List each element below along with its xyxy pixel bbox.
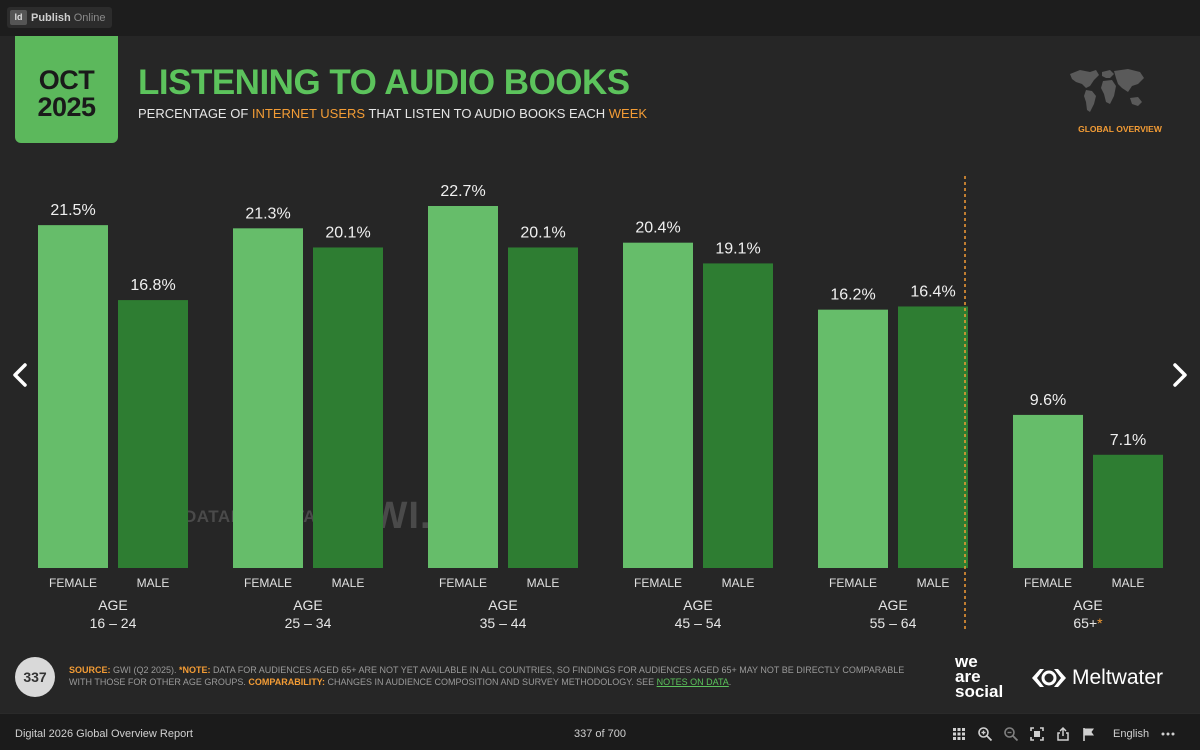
comparability-text: CHANGES IN AUDIENCE COMPOSITION AND SURV… <box>325 677 657 687</box>
we-are-social-logo: we are social <box>955 652 1004 701</box>
bar-female <box>1013 414 1083 568</box>
meltwater-icon <box>1032 669 1066 687</box>
zoom-in-icon[interactable] <box>977 726 993 742</box>
subtitle-highlight: WEEK <box>608 106 648 121</box>
age-prefix-label: AGE <box>98 597 128 613</box>
age-range-label: 25 – 34 <box>285 615 332 631</box>
bar-value-label: 16.2% <box>830 287 875 304</box>
gender-label: FEMALE <box>49 576 97 590</box>
language-selector[interactable]: English <box>1113 728 1150 740</box>
viewer-toolbar: Digital 2026 Global Overview Report 337 … <box>0 713 1200 750</box>
bar-value-label: 19.1% <box>715 240 760 257</box>
bar-female <box>38 225 108 568</box>
age-footnote-star: * <box>1097 615 1103 631</box>
gender-label: MALE <box>917 576 950 590</box>
bar-value-label: 7.1% <box>1110 432 1146 449</box>
logo-word: social <box>955 682 1004 701</box>
fit-to-screen-icon[interactable] <box>1029 726 1045 742</box>
note-text: DATA FOR AUDIENCES AGED 65+ ARE NOT YET … <box>69 665 905 687</box>
gender-label: MALE <box>137 576 170 590</box>
global-overview-label: GLOBAL OVERVIEW <box>1078 124 1162 134</box>
age-prefix-label: AGE <box>683 597 713 613</box>
app-name: Publish <box>31 11 71 24</box>
slide-subtitle: PERCENTAGE OF INTERNET USERS THAT LISTEN… <box>138 106 647 121</box>
bar-male <box>898 306 968 568</box>
bar-male <box>703 263 773 568</box>
indesign-icon: Id <box>10 10 27 25</box>
subtitle-part: THAT LISTEN TO AUDIO BOOKS EACH <box>365 106 609 121</box>
age-range-label: 16 – 24 <box>90 615 137 631</box>
bar-male <box>118 300 188 568</box>
age-range-label: 55 – 64 <box>870 615 917 631</box>
bar-value-label: 21.3% <box>245 205 290 222</box>
logo-word: are <box>955 667 981 686</box>
bar-male <box>313 247 383 568</box>
logo-word: we <box>955 652 978 671</box>
source-key: SOURCE: <box>69 665 111 675</box>
gender-label: MALE <box>332 576 365 590</box>
gender-label: FEMALE <box>244 576 292 590</box>
gender-label: MALE <box>1112 576 1145 590</box>
source-text: GWI (Q2 2025). <box>110 665 180 675</box>
age-range-label: 45 – 54 <box>675 615 722 631</box>
age-prefix-label: AGE <box>293 597 323 613</box>
bar-female <box>623 242 693 569</box>
next-slide-icon[interactable] <box>1170 361 1190 389</box>
age-range-label: 35 – 44 <box>480 615 527 631</box>
age-prefix-label: AGE <box>878 597 908 613</box>
date-month: OCT <box>38 65 95 95</box>
slide-title: LISTENING TO AUDIO BOOKS <box>138 63 630 102</box>
bar-value-label: 16.4% <box>910 283 955 300</box>
bar-value-label: 9.6% <box>1030 392 1066 409</box>
subtitle-part: PERCENTAGE OF <box>138 106 252 121</box>
source-end: . <box>728 677 732 687</box>
bar-chart: 21.5% FEMALE 16.8% MALE AGE 16 – 24 21.3% FEMAL… <box>38 176 1163 631</box>
slide-page-number: 337 <box>15 657 55 697</box>
gender-label: MALE <box>527 576 560 590</box>
flag-icon[interactable] <box>1081 726 1097 742</box>
bar-male <box>508 247 578 568</box>
app-top-bar: Id Publish Online <box>0 0 1200 36</box>
bar-value-label: 20.4% <box>635 220 680 237</box>
gender-label: FEMALE <box>439 576 487 590</box>
app-brand[interactable]: Id Publish Online <box>7 7 112 28</box>
source-note: SOURCE: GWI (Q2 2025). *NOTE: DATA FOR A… <box>69 664 929 688</box>
age-prefix-label: AGE <box>1073 597 1103 613</box>
zoom-out-icon[interactable] <box>1003 726 1019 742</box>
report-name: Digital 2026 Global Overview Report <box>15 728 193 740</box>
grid-view-icon[interactable] <box>951 726 967 742</box>
meltwater-logo: Meltwater <box>1030 666 1163 690</box>
gender-label: MALE <box>722 576 755 590</box>
bar-value-label: 20.1% <box>520 224 565 241</box>
bar-value-label: 20.1% <box>325 224 370 241</box>
more-options-icon[interactable] <box>1160 726 1176 742</box>
world-map-icon <box>1070 69 1144 112</box>
bar-female <box>818 309 888 568</box>
note-key: *NOTE: <box>179 665 211 675</box>
meltwater-name: Meltwater <box>1072 666 1164 689</box>
subtitle-highlight: INTERNET USERS <box>251 106 366 121</box>
bar-male <box>1093 454 1163 568</box>
bar-value-label: 22.7% <box>440 183 485 200</box>
notes-on-data-link[interactable]: NOTES ON DATA <box>656 677 729 687</box>
gender-label: FEMALE <box>1024 576 1072 590</box>
comparability-key: COMPARABILITY: <box>248 677 326 687</box>
bar-female <box>428 206 498 568</box>
share-icon[interactable] <box>1055 726 1071 742</box>
date-badge: OCT 2025 <box>15 36 118 143</box>
slide: OCT 2025 LISTENING TO AUDIO BOOKS PERCEN… <box>0 36 1200 713</box>
gender-label: FEMALE <box>634 576 682 590</box>
age-prefix-label: AGE <box>488 597 518 613</box>
app-name-suffix: Online <box>73 11 106 24</box>
previous-slide-icon[interactable] <box>10 361 30 389</box>
date-year: 2025 <box>37 92 96 122</box>
bar-female <box>233 228 303 568</box>
bar-value-label: 16.8% <box>130 277 175 294</box>
gender-label: FEMALE <box>829 576 877 590</box>
age-range-label: 65+* <box>1073 615 1103 631</box>
bar-value-label: 21.5% <box>50 202 95 219</box>
